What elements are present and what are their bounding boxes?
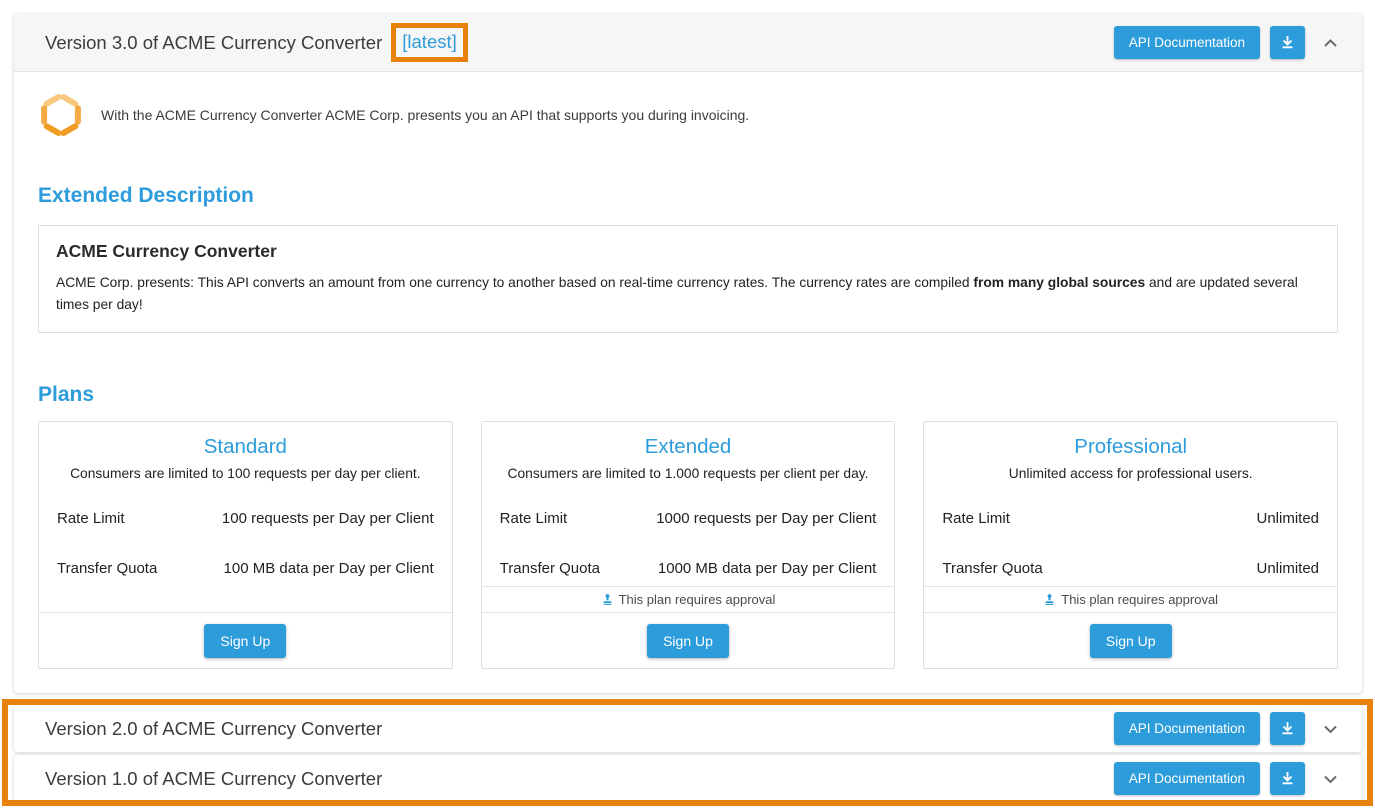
api-intro-text: With the ACME Currency Converter ACME Co…: [101, 107, 750, 123]
extended-description-card: ACME Currency Converter ACME Corp. prese…: [38, 225, 1338, 334]
sign-up-button[interactable]: Sign Up: [647, 623, 729, 658]
download-icon: [1279, 720, 1296, 737]
version-3-panel-header[interactable]: Version 3.0 of ACME Currency Converter […: [14, 14, 1362, 72]
plans-heading: Plans: [38, 383, 95, 407]
chevron-up-icon: [1323, 38, 1338, 48]
sign-up-button[interactable]: Sign Up: [1089, 623, 1172, 658]
plan-name: Standard: [203, 435, 287, 459]
plan-card-professional: Professional Unlimited access for profes…: [923, 421, 1339, 670]
description-card-title: ACME Currency Converter: [56, 241, 277, 261]
description-text-bold: from many global sources: [973, 275, 1146, 290]
version-1-title: Version 1.0 of ACME Currency Converter: [45, 767, 383, 789]
approval-stamp-icon: [1043, 593, 1056, 606]
transfer-quota-value: 1000 MB data per Day per Client: [657, 560, 877, 578]
plan-card-standard: Standard Consumers are limited to 100 re…: [38, 421, 453, 670]
plan-name: Extended: [644, 435, 732, 459]
rate-limit-value: Unlimited: [1256, 510, 1320, 528]
download-icon: [1279, 770, 1296, 787]
download-button[interactable]: [1270, 26, 1305, 59]
transfer-quota-value: Unlimited: [1256, 560, 1320, 578]
transfer-quota-row: Transfer Quota 100 MB data per Day per C…: [39, 560, 452, 577]
chevron-down-icon: [1323, 774, 1338, 784]
description-card-text: ACME Corp. presents: This API converts a…: [56, 272, 1320, 316]
chevron-down-icon: [1323, 724, 1338, 734]
acme-hexagon-logo-icon: [38, 92, 84, 138]
api-documentation-button[interactable]: API Documentation: [1113, 26, 1260, 59]
rate-limit-value: 1000 requests per Day per Client: [656, 510, 877, 528]
extended-description-heading: Extended Description: [38, 184, 254, 207]
requires-approval-text: This plan requires approval: [1061, 592, 1219, 608]
requires-approval-row: This plan requires approval: [481, 586, 895, 612]
version-3-panel-body: With the ACME Currency Converter ACME Co…: [14, 72, 1362, 694]
transfer-quota-label: Transfer Quota: [57, 560, 158, 578]
version-1-panel: Version 1.0 of ACME Currency Converter A…: [14, 755, 1362, 803]
plan-description: Consumers are limited to 1.000 requests …: [507, 466, 869, 482]
version-3-title: Version 3.0 of ACME Currency Converter: [45, 31, 383, 53]
plan-description: Unlimited access for professional users.: [1008, 466, 1253, 482]
requires-approval-row: This plan requires approval: [924, 586, 1338, 612]
card-spacer: [482, 577, 895, 586]
transfer-quota-value: 100 MB data per Day per Client: [223, 560, 434, 578]
card-spacer: [39, 577, 452, 612]
rate-limit-label: Rate Limit: [499, 510, 568, 528]
plan-cards: Standard Consumers are limited to 100 re…: [38, 421, 1339, 670]
sign-up-button[interactable]: Sign Up: [204, 623, 287, 658]
rate-limit-row: Rate Limit Unlimited: [924, 510, 1337, 527]
older-versions-section: Version 2.0 of ACME Currency Converter A…: [2, 699, 1373, 807]
description-text-after: and are updated several times per day!: [56, 275, 1298, 313]
expand-panel-button[interactable]: [1321, 772, 1340, 786]
card-spacer: [924, 577, 1337, 586]
rate-limit-value: 100 requests per Day per Client: [221, 510, 434, 528]
transfer-quota-row: Transfer Quota 1000 MB data per Day per …: [482, 560, 895, 577]
transfer-quota-row: Transfer Quota Unlimited: [924, 560, 1337, 577]
rate-limit-label: Rate Limit: [57, 510, 125, 528]
download-button[interactable]: [1270, 762, 1305, 796]
api-documentation-button[interactable]: API Documentation: [1113, 762, 1260, 796]
collapse-panel-button[interactable]: [1321, 36, 1340, 50]
version-1-panel-header[interactable]: Version 1.0 of ACME Currency Converter A…: [14, 755, 1362, 803]
plan-card-footer: Sign Up: [481, 612, 895, 668]
requires-approval-text: This plan requires approval: [618, 592, 776, 608]
rate-limit-row: Rate Limit 1000 requests per Day per Cli…: [482, 510, 895, 527]
expand-panel-button[interactable]: [1321, 722, 1340, 736]
download-icon: [1279, 34, 1296, 51]
plan-name: Professional: [1074, 435, 1188, 459]
plan-card-footer: Sign Up: [39, 612, 452, 668]
plan-description: Consumers are limited to 100 requests pe…: [70, 466, 421, 482]
version-2-actions: API Documentation: [1113, 712, 1340, 746]
version-2-panel-header[interactable]: Version 2.0 of ACME Currency Converter A…: [14, 705, 1362, 753]
plan-card-extended: Extended Consumers are limited to 1.000 …: [480, 421, 896, 670]
rate-limit-row: Rate Limit 100 requests per Day per Clie…: [39, 510, 452, 527]
version-2-panel: Version 2.0 of ACME Currency Converter A…: [14, 705, 1362, 753]
transfer-quota-label: Transfer Quota: [499, 560, 600, 578]
description-text-before: ACME Corp. presents: This API converts a…: [56, 275, 974, 290]
latest-tag-annotation: [latest]: [391, 23, 468, 62]
version-2-title: Version 2.0 of ACME Currency Converter: [45, 717, 383, 739]
plan-card-footer: Sign Up: [924, 612, 1338, 668]
api-documentation-button[interactable]: API Documentation: [1113, 712, 1260, 746]
download-button[interactable]: [1270, 712, 1305, 746]
approval-stamp-icon: [601, 593, 614, 606]
api-intro-row: With the ACME Currency Converter ACME Co…: [38, 72, 1338, 138]
version-3-panel: Version 3.0 of ACME Currency Converter […: [14, 14, 1362, 694]
version-1-actions: API Documentation: [1113, 762, 1340, 796]
rate-limit-label: Rate Limit: [942, 510, 1010, 528]
version-3-actions: API Documentation: [1113, 26, 1340, 59]
transfer-quota-label: Transfer Quota: [942, 560, 1043, 578]
